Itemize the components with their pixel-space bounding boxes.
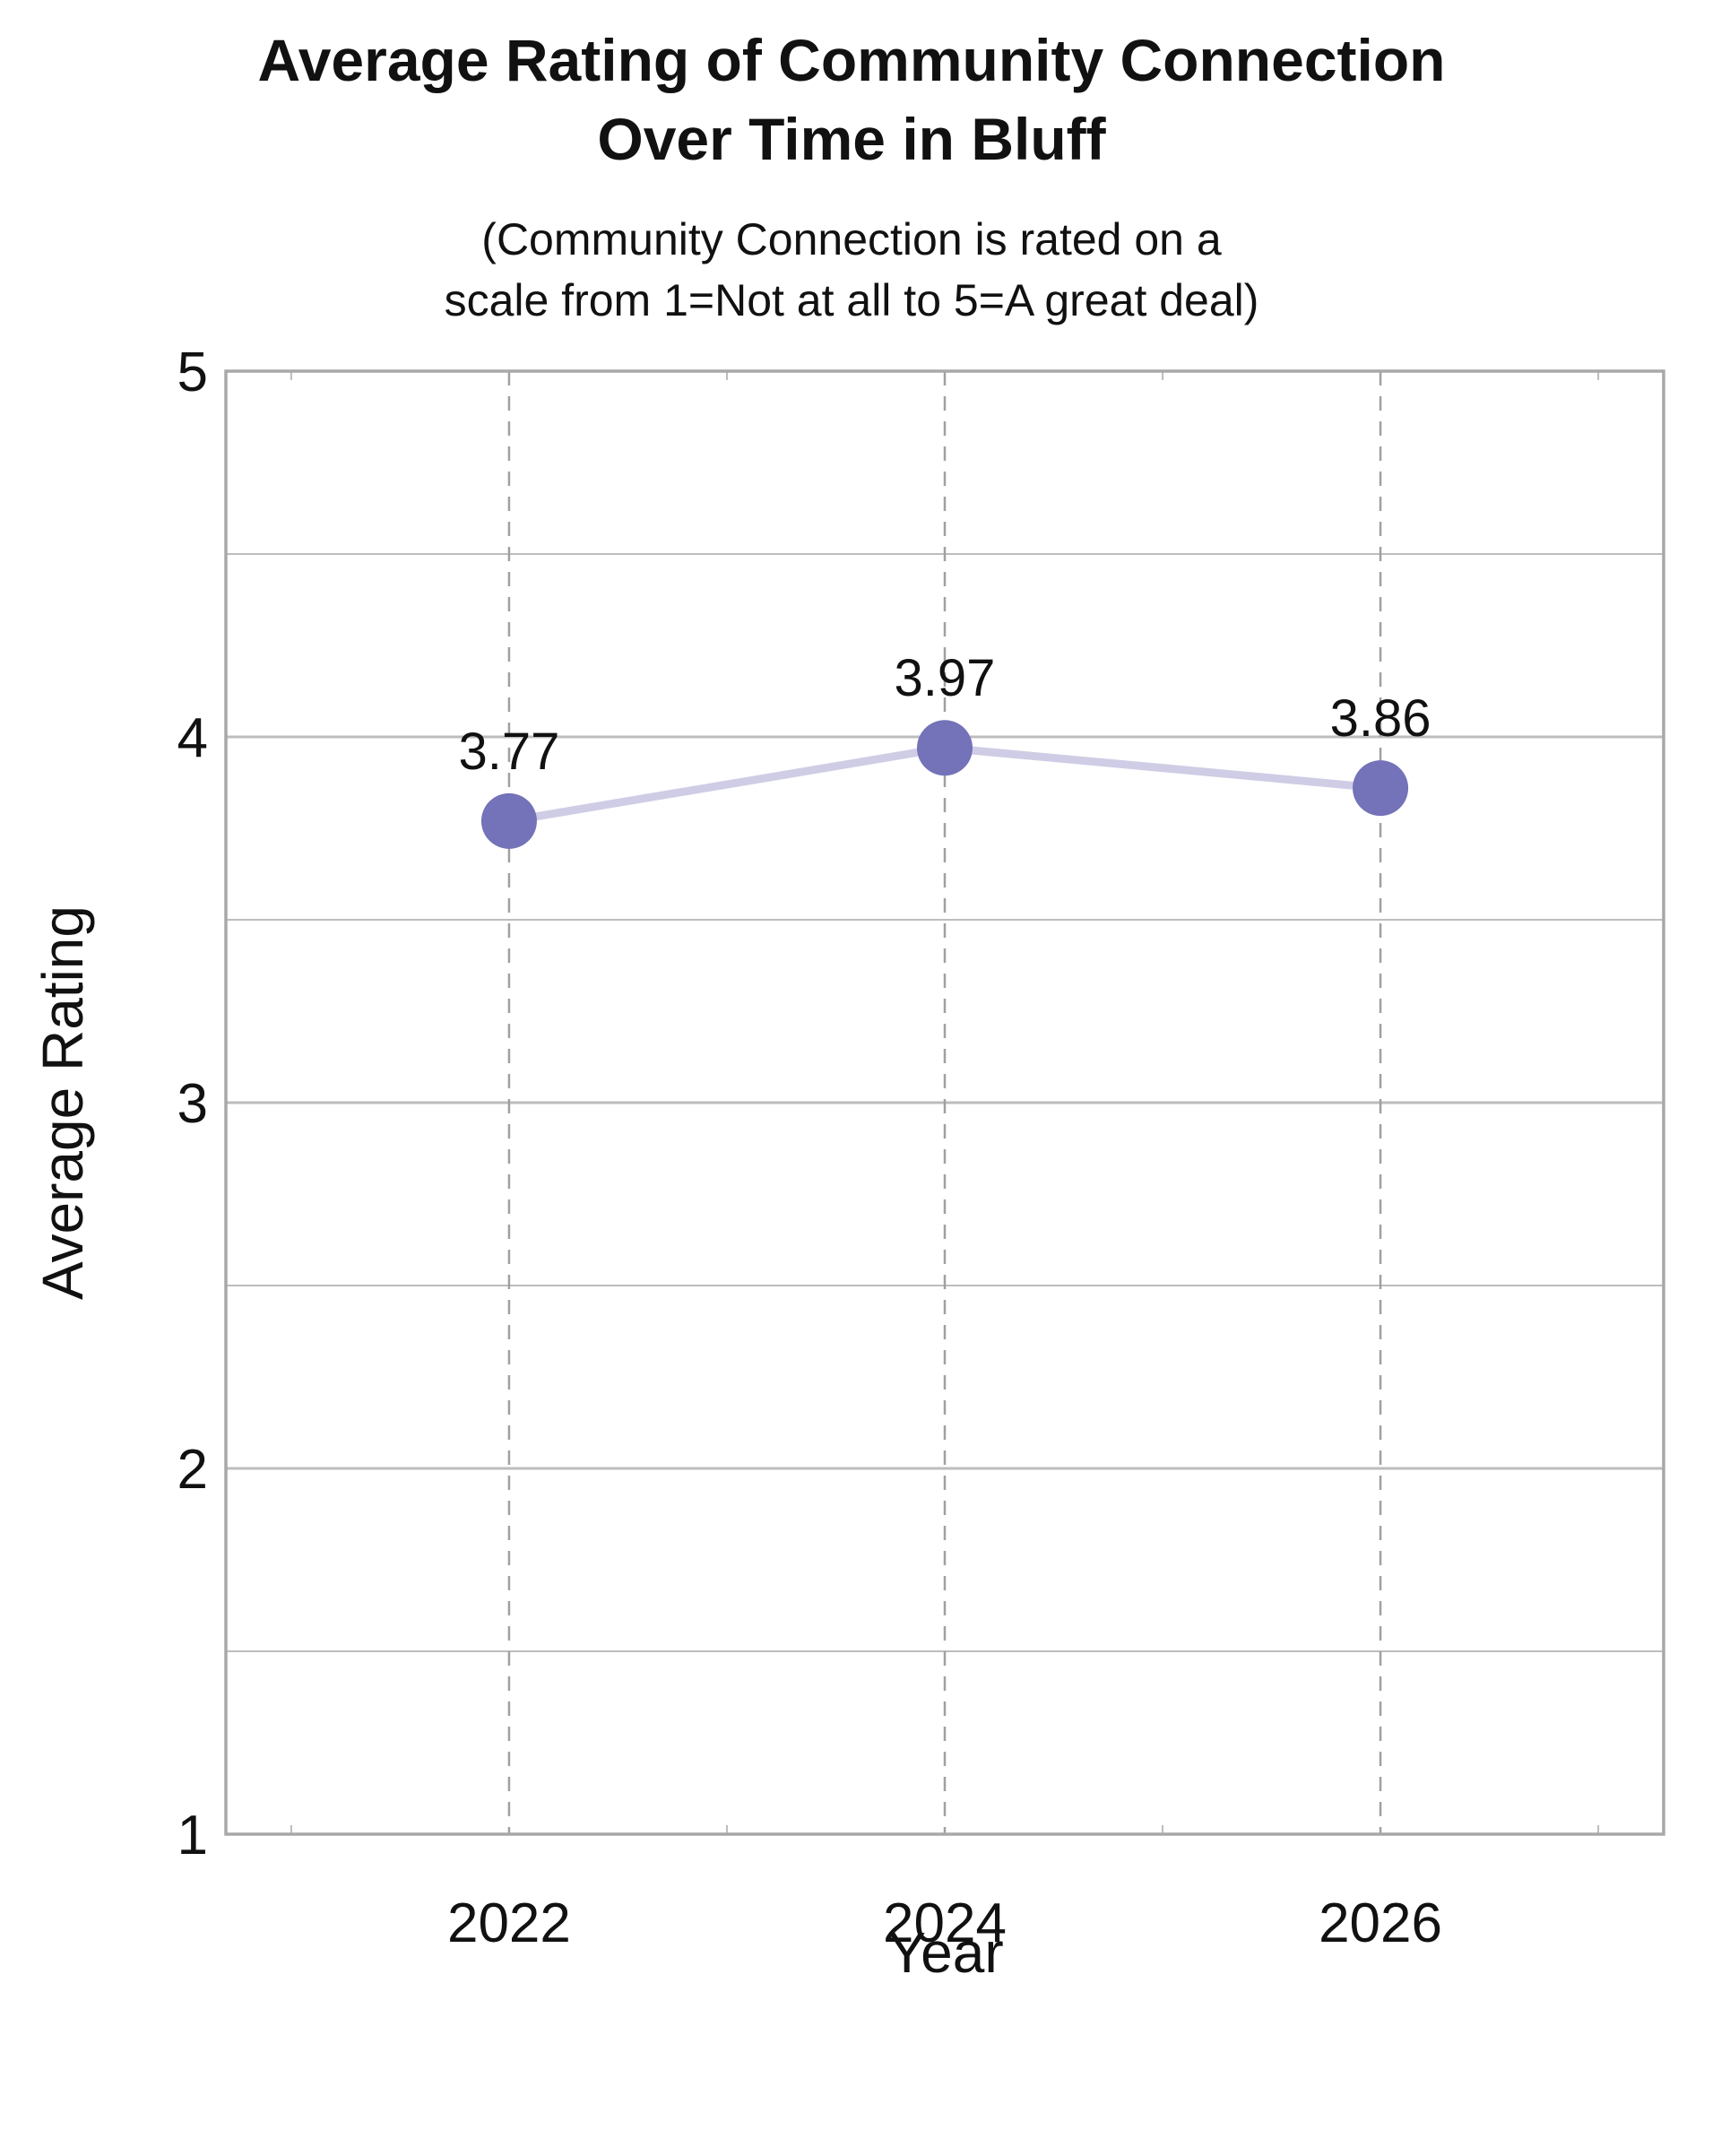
y-tick-label: 1 <box>177 1805 208 1866</box>
y-tick-label: 3 <box>177 1073 208 1135</box>
y-tick-label: 2 <box>177 1439 208 1501</box>
data-point-label: 3.77 <box>458 723 559 781</box>
plot-frame <box>224 369 1665 1836</box>
y-tick-label: 4 <box>177 707 208 769</box>
axes-layer <box>224 369 1665 1836</box>
x-tick-label: 2024 <box>883 1892 1007 1954</box>
text-layer: Average Rating of Community Connection O… <box>30 27 1445 1985</box>
chart-subtitle-line-1: (Community Connection is rated on a <box>481 214 1222 264</box>
y-axis-label: Average Rating <box>30 905 95 1300</box>
x-tick-label: 2026 <box>1319 1892 1442 1954</box>
data-point-marker <box>1353 760 1409 817</box>
chart-title-line-1: Average Rating of Community Connection <box>258 27 1446 93</box>
chart-title-line-2: Over Time in Bluff <box>597 106 1106 172</box>
data-point-marker <box>480 792 537 849</box>
series-layer <box>480 720 1409 849</box>
data-point-label: 3.86 <box>1330 689 1431 748</box>
x-axis-label: Year <box>887 1920 1003 1985</box>
chart-subtitle-line-2: scale from 1=Not at all to 5=A great dea… <box>445 275 1259 325</box>
y-tick-label: 5 <box>177 342 208 403</box>
grid-layer <box>226 369 1664 1836</box>
x-tick-label: 2022 <box>447 1892 571 1954</box>
data-point-label: 3.97 <box>895 649 996 707</box>
data-point-marker <box>917 720 973 776</box>
